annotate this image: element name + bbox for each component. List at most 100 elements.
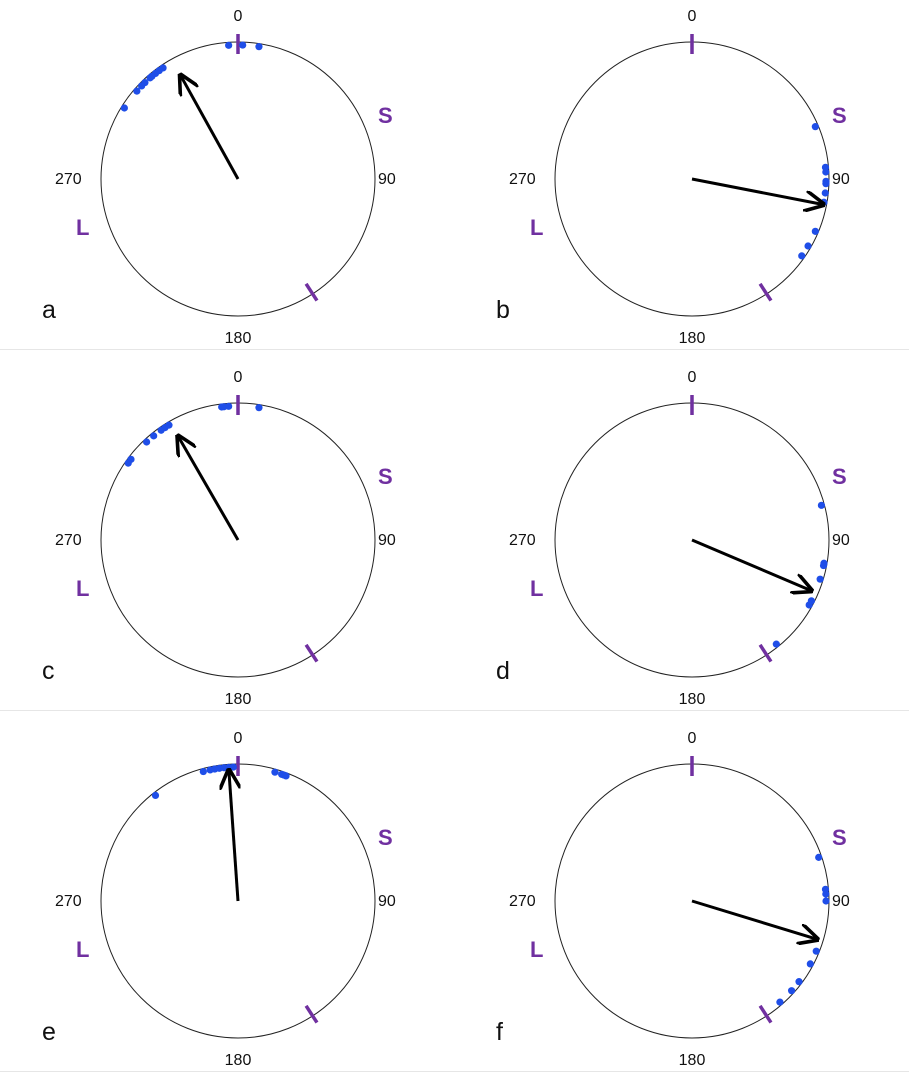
- axis-label-90: 90: [378, 532, 396, 549]
- separator: [0, 1071, 909, 1072]
- reference-tick-mark: [304, 1004, 319, 1024]
- data-point: [772, 640, 780, 648]
- data-point: [806, 960, 814, 968]
- data-point: [822, 890, 830, 898]
- data-point: [146, 74, 154, 82]
- data-point: [199, 767, 207, 776]
- axis-label-270: 270: [55, 171, 82, 188]
- marker-label-s: S: [378, 825, 393, 850]
- data-point: [815, 853, 823, 861]
- data-point: [811, 123, 819, 131]
- circular-plot-panel-b: 0 90 180 270 S L b: [454, 0, 908, 358]
- mean-direction-arrow: [691, 899, 816, 939]
- marker-label-s: S: [832, 464, 847, 489]
- axis-label-0: 0: [687, 730, 697, 747]
- panel-letter: e: [42, 1018, 56, 1046]
- axis-label-270: 270: [509, 171, 536, 188]
- circular-plot: [100, 395, 376, 678]
- data-point: [120, 104, 128, 112]
- axis-label-180: 180: [678, 1052, 706, 1069]
- data-point: [282, 772, 290, 780]
- data-point: [819, 561, 828, 570]
- marker-label-s: S: [378, 464, 393, 489]
- data-point: [229, 763, 237, 771]
- data-point: [255, 43, 263, 51]
- data-point: [133, 87, 141, 95]
- panel-letter: b: [496, 296, 510, 324]
- circular-plot: [100, 756, 376, 1039]
- data-point: [822, 180, 830, 188]
- data-point: [817, 501, 826, 509]
- data-point: [816, 575, 824, 583]
- circular-plot-panel-d: 0 90 180 270 S L d: [454, 361, 908, 719]
- data-point: [150, 432, 158, 440]
- data-point: [822, 897, 830, 905]
- data-point: [798, 252, 806, 260]
- mean-direction-arrow: [691, 538, 811, 590]
- data-point: [225, 402, 233, 410]
- circular-plot: [100, 34, 376, 317]
- reference-tick-mark: [758, 643, 773, 663]
- data-point: [159, 64, 167, 72]
- circular-plot: [554, 395, 830, 678]
- data-point: [151, 791, 160, 800]
- axis-label-0: 0: [233, 8, 243, 25]
- marker-label-l: L: [76, 937, 90, 962]
- marker-label-s: S: [832, 825, 847, 850]
- reference-tick-mark: [758, 1004, 773, 1024]
- marker-label-s: S: [832, 103, 847, 128]
- circular-plot-panel-c: 0 90 180 270 S L c: [0, 361, 454, 719]
- axis-label-180: 180: [224, 330, 252, 347]
- axis-label-90: 90: [832, 171, 850, 188]
- axis-label-90: 90: [832, 532, 850, 549]
- reference-tick-mark: [304, 643, 319, 663]
- reference-tick-mark: [758, 282, 773, 302]
- axis-label-90: 90: [378, 171, 396, 188]
- data-point: [821, 189, 829, 197]
- reference-tick-mark: [304, 282, 319, 302]
- data-point: [805, 601, 813, 609]
- axis-label-270: 270: [509, 893, 536, 910]
- axis-label-0: 0: [233, 369, 243, 386]
- data-point: [225, 41, 233, 49]
- circular-plot-panel-e: 0 90 180 270 S L e: [0, 722, 454, 1080]
- mean-direction-arrow: [181, 76, 240, 180]
- mean-direction-arrow: [178, 437, 240, 541]
- axis-label-180: 180: [678, 330, 706, 347]
- data-point: [124, 459, 132, 467]
- data-point: [787, 987, 796, 995]
- data-point: [143, 438, 151, 446]
- data-point: [822, 168, 830, 176]
- axis-label-180: 180: [224, 691, 252, 708]
- mean-direction-arrow: [691, 177, 822, 204]
- data-point: [811, 227, 819, 235]
- circular-plot: [554, 34, 830, 317]
- data-point: [795, 978, 803, 986]
- marker-label-l: L: [530, 215, 544, 240]
- circular-plot-panel-a: 0 90 180 270 S L a: [0, 0, 454, 358]
- data-point: [812, 947, 820, 955]
- data-point: [138, 82, 146, 90]
- marker-label-l: L: [530, 576, 544, 601]
- circular-plot-panel-f: 0 90 180 270 S L f: [454, 722, 908, 1080]
- data-point: [776, 998, 784, 1006]
- data-point: [239, 41, 247, 49]
- separator: [0, 349, 909, 350]
- marker-label-s: S: [378, 103, 393, 128]
- data-point: [804, 242, 812, 250]
- data-point: [255, 404, 263, 412]
- panel-letter: d: [496, 657, 510, 685]
- circular-plot: [554, 756, 830, 1039]
- data-point: [271, 768, 279, 776]
- separator: [0, 710, 909, 711]
- panel-letter: f: [496, 1018, 503, 1046]
- axis-label-180: 180: [678, 691, 706, 708]
- axis-label-180: 180: [224, 1052, 252, 1069]
- mean-direction-arrow: [229, 771, 238, 902]
- axis-label-270: 270: [55, 893, 82, 910]
- axis-label-90: 90: [378, 893, 396, 910]
- panel-letter: a: [42, 296, 56, 324]
- data-point: [157, 426, 165, 434]
- axis-label-90: 90: [832, 893, 850, 910]
- axis-label-270: 270: [55, 532, 82, 549]
